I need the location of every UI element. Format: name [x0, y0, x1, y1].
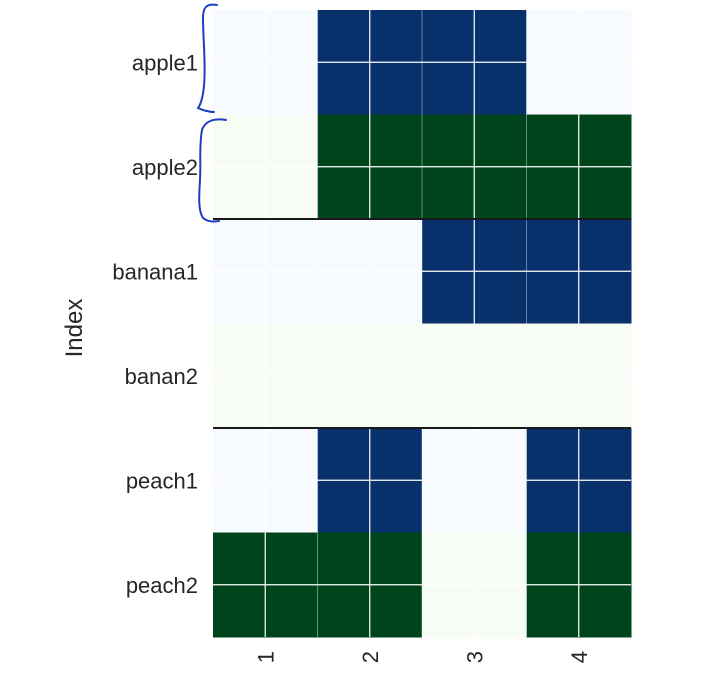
- hand-drawn-annotations: [196, 3, 227, 223]
- group-separators: [213, 218, 631, 429]
- brace-annotation-apple2: [198, 118, 227, 223]
- y-axis-title: Index: [61, 299, 88, 358]
- y-tick-label-peach2: peach2: [126, 573, 198, 598]
- x-tick-label-2: 2: [358, 651, 383, 663]
- y-tick-label-apple2: apple2: [132, 155, 198, 180]
- x-tick-label-4: 4: [567, 651, 592, 663]
- brace-annotation-apple1: [196, 3, 218, 113]
- heatmap-gridlines: [213, 10, 631, 637]
- y-tick-label-peach1: peach1: [126, 468, 198, 493]
- y-tick-label-banan2: banan2: [125, 364, 198, 389]
- y-tick-label-apple1: apple1: [132, 50, 198, 75]
- x-tick-label-1: 1: [253, 651, 278, 663]
- y-tick-label-banana1: banana1: [112, 259, 198, 284]
- y-tick-labels: apple1 apple2 banana1 banan2 peach1 peach2: [112, 50, 198, 598]
- x-tick-label-3: 3: [462, 651, 487, 663]
- x-tick-labels: 1 2 3 4: [253, 651, 592, 663]
